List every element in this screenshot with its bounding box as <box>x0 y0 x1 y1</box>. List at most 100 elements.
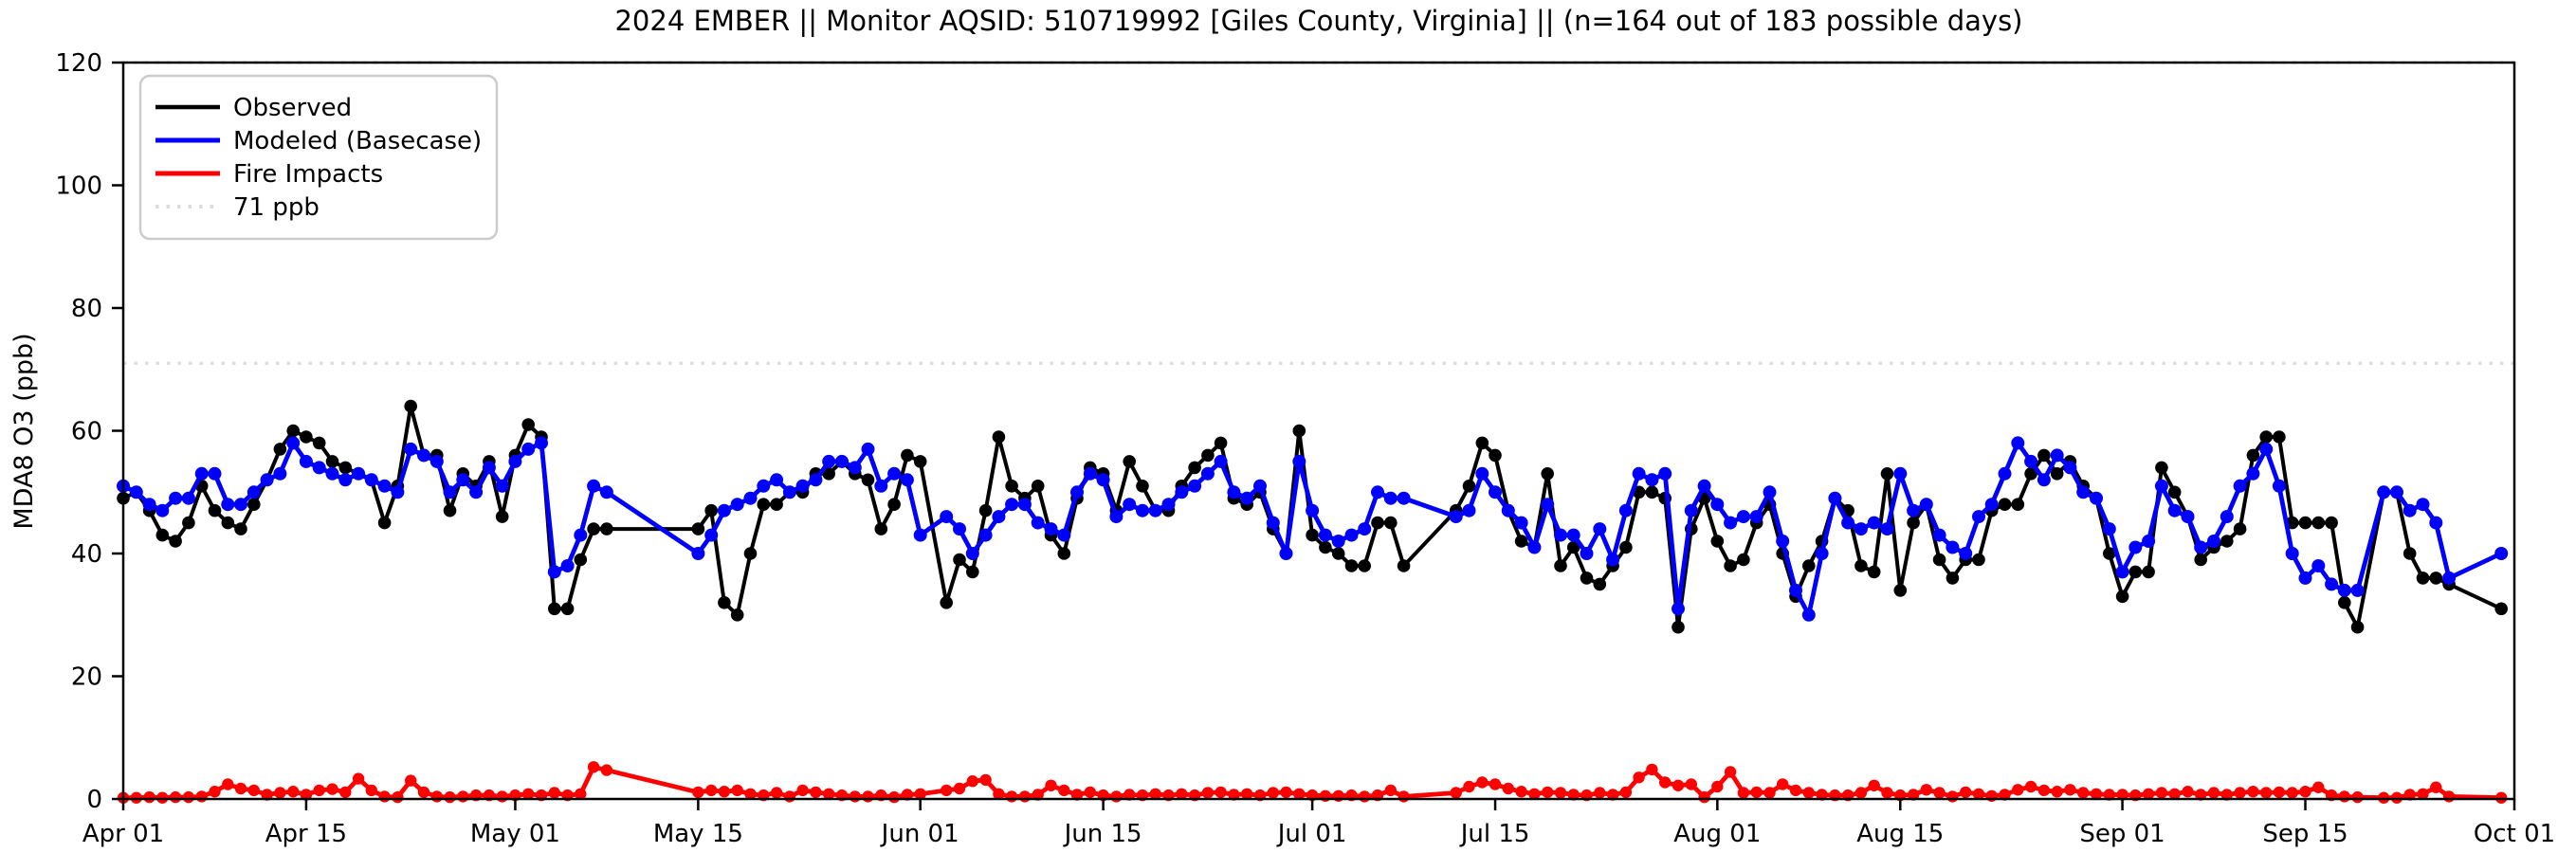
data-point <box>221 498 235 512</box>
data-point <box>194 466 209 481</box>
data-point <box>1580 547 1594 560</box>
data-point <box>364 473 378 487</box>
data-point <box>953 782 966 795</box>
data-point <box>2102 522 2116 536</box>
x-tick-label: Jul 01 <box>1276 820 1347 848</box>
data-point <box>1292 454 1306 468</box>
y-axis: 0 20 40 60 80 100 120 <box>55 49 123 814</box>
data-point <box>2220 535 2234 548</box>
data-point <box>2233 479 2247 493</box>
data-point <box>1672 602 1685 616</box>
data-point <box>2402 547 2417 560</box>
data-point <box>887 498 901 511</box>
data-point <box>1475 466 1489 481</box>
data-point <box>2115 565 2129 579</box>
data-point <box>1319 540 1332 554</box>
legend-label-fire: Fire Impacts <box>233 160 383 189</box>
data-point <box>823 788 835 800</box>
data-point <box>783 790 796 803</box>
legend-box <box>138 74 499 241</box>
data-point <box>966 775 978 788</box>
data-point <box>587 479 601 493</box>
data-point <box>2220 510 2234 524</box>
data-point <box>2103 547 2116 560</box>
data-point <box>1475 436 1489 450</box>
data-point <box>1880 522 1894 536</box>
data-point <box>1358 522 1372 536</box>
data-point <box>182 516 195 530</box>
data-point <box>2378 791 2390 804</box>
data-point <box>965 547 979 560</box>
data-point <box>495 479 509 493</box>
data-point <box>2220 789 2233 801</box>
data-point <box>901 789 914 801</box>
data-point <box>274 787 286 799</box>
data-point <box>142 498 156 512</box>
data-point <box>2142 565 2155 579</box>
data-point <box>2050 448 2064 463</box>
data-point <box>2442 790 2456 803</box>
data-point <box>1802 559 1816 572</box>
data-point <box>1188 461 1201 475</box>
data-point <box>521 442 536 456</box>
data-point <box>1672 779 1685 791</box>
data-point <box>2116 789 2128 801</box>
data-point <box>1619 540 1633 554</box>
data-point <box>1815 547 1829 560</box>
data-point <box>1619 786 1633 799</box>
data-point <box>352 466 366 481</box>
data-point <box>1109 510 1124 524</box>
data-point <box>900 473 914 487</box>
data-point <box>1854 522 1868 536</box>
data-point <box>2050 467 2064 481</box>
data-point <box>992 430 1006 444</box>
data-point <box>1489 485 1502 499</box>
data-point <box>795 479 810 493</box>
data-point <box>1371 516 1384 530</box>
data-point <box>770 473 784 487</box>
data-point <box>2076 485 2091 499</box>
data-point <box>2194 553 2207 567</box>
data-point <box>2260 787 2273 799</box>
data-point <box>1736 510 1750 524</box>
data-point <box>457 790 469 803</box>
data-point <box>2298 571 2312 585</box>
data-point <box>326 783 338 795</box>
data-point <box>704 528 719 542</box>
data-point <box>273 466 287 481</box>
data-point <box>718 596 731 609</box>
data-point <box>1972 553 1985 567</box>
data-point <box>2246 466 2260 481</box>
data-point <box>221 516 235 530</box>
data-point <box>1580 572 1594 585</box>
data-point <box>2259 430 2273 444</box>
data-point <box>300 430 313 444</box>
data-point <box>2011 498 2025 511</box>
data-point <box>887 790 901 804</box>
data-point <box>874 479 888 493</box>
data-point <box>2430 781 2442 793</box>
data-point <box>1854 787 1868 799</box>
data-point <box>587 522 600 535</box>
data-point <box>2273 430 2286 444</box>
x-tick-label: Aug 01 <box>1673 820 1761 848</box>
data-point <box>286 424 301 438</box>
data-point <box>1880 467 1894 481</box>
data-point <box>456 473 470 487</box>
data-point <box>1841 516 1855 530</box>
data-point <box>1685 778 1698 790</box>
data-point <box>1489 778 1502 790</box>
data-point <box>1711 780 1724 793</box>
data-point <box>1710 498 1725 512</box>
data-point <box>1567 789 1580 801</box>
y-tick-label: 0 <box>86 786 102 814</box>
data-point <box>822 454 836 468</box>
data-point <box>404 399 418 413</box>
data-point <box>1188 479 1202 493</box>
data-point <box>782 485 796 499</box>
data-point <box>1228 789 1240 801</box>
data-point <box>1960 786 1972 799</box>
data-point <box>2155 787 2168 799</box>
data-point <box>1358 559 1371 572</box>
data-point <box>2416 498 2430 512</box>
